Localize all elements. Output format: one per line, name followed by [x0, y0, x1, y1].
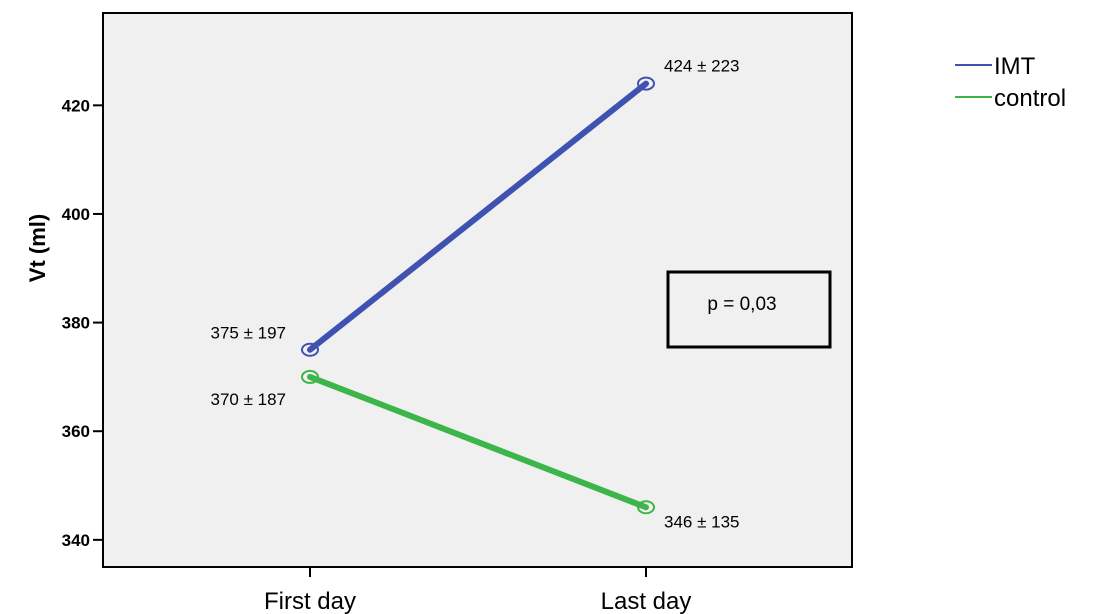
data-point-control — [637, 500, 655, 515]
data-label: 346 ± 135 — [664, 512, 740, 531]
series-layer — [301, 76, 655, 515]
legend: IMT control — [955, 53, 1066, 112]
y-tick-label: 340 — [62, 531, 90, 550]
y-axis-title: Vt (ml) — [25, 214, 50, 282]
annotation-text: p = 0,03 — [707, 294, 776, 315]
data-labels: 375 ± 197 424 ± 223 370 ± 187 346 ± 135 — [210, 57, 739, 532]
series-line-imt — [307, 80, 649, 353]
data-label: 424 ± 223 — [664, 57, 740, 76]
data-point-control — [301, 369, 319, 384]
data-point-imt — [301, 342, 319, 357]
y-axis: 340 360 380 400 420 — [62, 96, 103, 550]
data-point-imt — [637, 76, 655, 91]
y-tick-label: 360 — [62, 422, 90, 441]
legend-label: control — [994, 85, 1066, 112]
series-line-control — [307, 373, 649, 511]
annotation-box: p = 0,03 — [666, 270, 832, 349]
y-tick-label: 420 — [62, 96, 90, 115]
data-label: 370 ± 187 — [210, 390, 286, 409]
y-tick-label: 380 — [62, 314, 90, 333]
annotation-border — [666, 270, 832, 349]
x-tick-label: First day — [264, 588, 356, 614]
y-tick-label: 400 — [62, 205, 90, 224]
plot-area — [102, 12, 853, 568]
x-axis: First day Last day — [264, 567, 691, 614]
legend-label: IMT — [994, 53, 1036, 80]
x-tick-label: Last day — [601, 588, 692, 614]
data-label: 375 ± 197 — [210, 324, 286, 343]
